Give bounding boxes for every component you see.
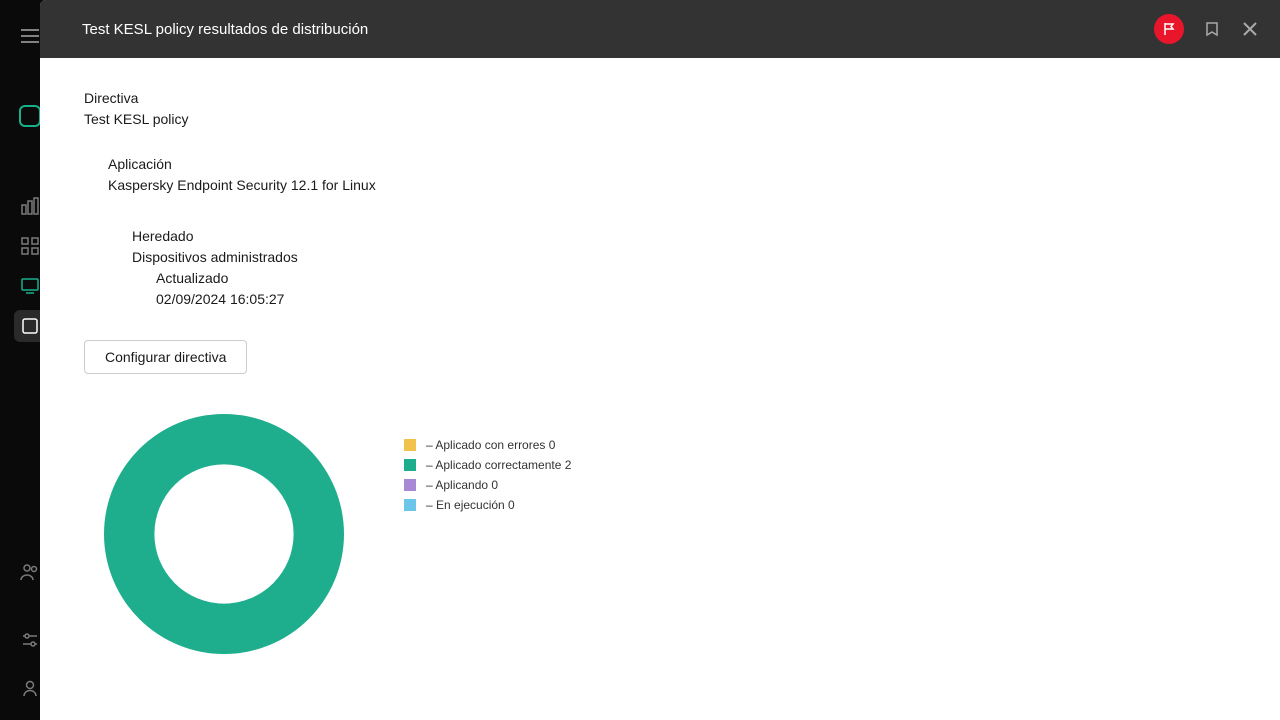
distribution-donut-chart bbox=[104, 414, 344, 654]
header-actions bbox=[1154, 14, 1260, 44]
legend-label: – Aplicando 0 bbox=[426, 478, 498, 492]
legend-item: – Aplicado con errores 0 bbox=[404, 438, 571, 452]
legend-label: – Aplicado correctamente 2 bbox=[426, 458, 571, 472]
directive-value: Test KESL policy bbox=[84, 109, 1236, 130]
updated-value: 02/09/2024 16:05:27 bbox=[156, 289, 1236, 310]
legend-label: – En ejecución 0 bbox=[426, 498, 515, 512]
chart-legend: – Aplicado con errores 0 – Aplicado corre… bbox=[404, 414, 571, 518]
application-section: Aplicación Kaspersky Endpoint Security 1… bbox=[84, 154, 1236, 196]
legend-swatch bbox=[404, 439, 416, 451]
content-area: Directiva Test KESL policy Aplicación Ka… bbox=[40, 58, 1280, 684]
updated-label: Actualizado bbox=[156, 268, 1236, 289]
application-value: Kaspersky Endpoint Security 12.1 for Lin… bbox=[108, 175, 1236, 196]
panel-header: Test KESL policy resultados de distribuc… bbox=[40, 0, 1280, 58]
configure-directive-button[interactable]: Configurar directiva bbox=[84, 340, 247, 374]
legend-swatch bbox=[404, 459, 416, 471]
close-icon[interactable] bbox=[1240, 19, 1260, 39]
inherited-value: Dispositivos administrados bbox=[132, 247, 1236, 268]
chart-section: – Aplicado con errores 0 – Aplicado corre… bbox=[84, 414, 1236, 654]
legend-item: – Aplicado correctamente 2 bbox=[404, 458, 571, 472]
directive-section: Directiva Test KESL policy bbox=[84, 88, 1236, 130]
legend-swatch bbox=[404, 499, 416, 511]
application-label: Aplicación bbox=[108, 154, 1236, 175]
legend-swatch bbox=[404, 479, 416, 491]
legend-item: – Aplicando 0 bbox=[404, 478, 571, 492]
legend-label: – Aplicado con errores 0 bbox=[426, 438, 555, 452]
directive-label: Directiva bbox=[84, 88, 1236, 109]
main-panel: Test KESL policy resultados de distribuc… bbox=[40, 0, 1280, 720]
inherited-section: Heredado Dispositivos administrados Actu… bbox=[84, 226, 1236, 310]
bookmark-icon[interactable] bbox=[1202, 19, 1222, 39]
alert-flag-button[interactable] bbox=[1154, 14, 1184, 44]
inherited-label: Heredado bbox=[132, 226, 1236, 247]
page-title: Test KESL policy resultados de distribuc… bbox=[82, 21, 1154, 38]
legend-item: – En ejecución 0 bbox=[404, 498, 571, 512]
